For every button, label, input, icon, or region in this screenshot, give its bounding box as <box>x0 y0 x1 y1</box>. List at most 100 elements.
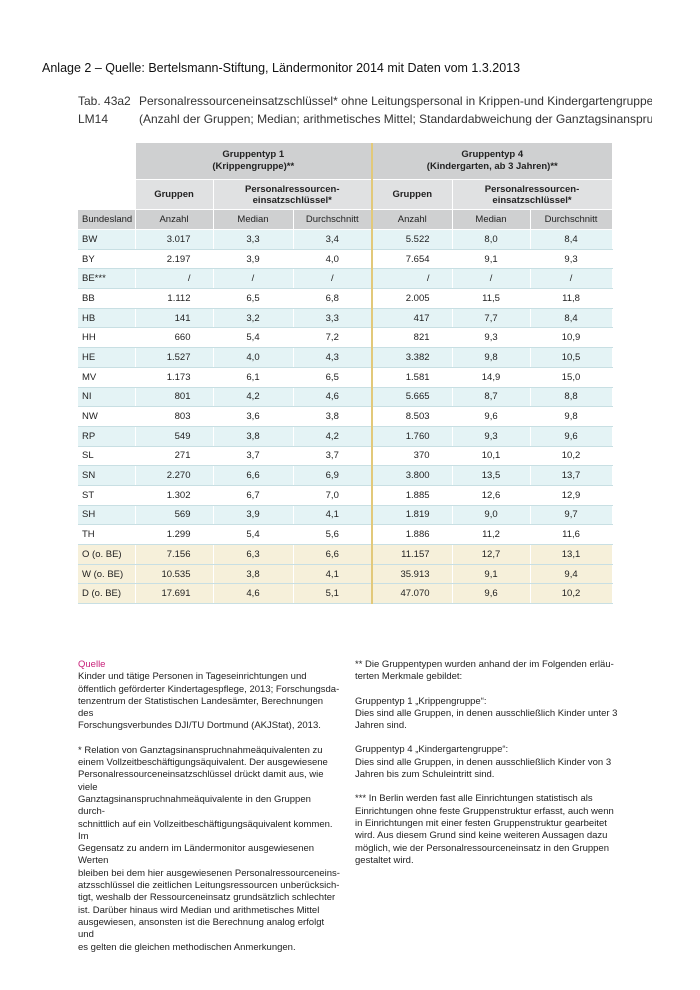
table-cell: D (o. BE) <box>78 583 136 605</box>
table-body: Gruppentyp 1 (Krippengruppe)** Gruppentyp … <box>78 143 613 605</box>
table-cell: / <box>371 268 453 290</box>
table-cell: 10,2 <box>530 583 613 605</box>
table-cell: 9,6 <box>530 426 613 447</box>
table-row: O (o. BE) 7.156 6,3 6,6 11.157 12,7 13,1 <box>78 544 613 565</box>
table-cell: 8,7 <box>452 387 531 408</box>
table-cell: 3,7 <box>213 446 294 467</box>
table-cell: 10,2 <box>530 446 613 467</box>
table-cell: 2.005 <box>371 288 453 309</box>
table-cell: 1.302 <box>135 485 214 506</box>
table-cell: 6,5 <box>213 288 294 309</box>
table-cell: 370 <box>371 446 453 467</box>
table-cell: 3,9 <box>213 505 294 526</box>
table-cell: 13,5 <box>452 465 531 486</box>
table-row: HH 660 5,4 7,2 821 9,3 10,9 <box>78 327 613 349</box>
table-row: W (o. BE) 10.535 3,8 4,1 35.913 9,1 9,4 <box>78 564 613 585</box>
table-row: BB 1.112 6,5 6,8 2.005 11,5 11,8 <box>78 288 613 309</box>
table-cell: 9,3 <box>452 327 531 349</box>
table-cell: 9,1 <box>452 249 531 270</box>
caption-ids: Tab. 43a2 LM14 <box>78 92 138 128</box>
table-row: MV 1.173 6,1 6,5 1.581 14,9 15,0 <box>78 367 613 388</box>
table-cell: 6,8 <box>293 288 373 309</box>
table-cell: SH <box>78 505 136 526</box>
table-cell: NI <box>78 387 136 408</box>
table-cell: 6,5 <box>293 367 373 388</box>
group-header: Gruppentyp 4 (Kindergarten, ab 3 Jahren)*… <box>371 143 613 180</box>
note-line: Forschungsverbundes DJI/TU Dortmund (AKJ… <box>78 720 321 732</box>
group-header-line: (Krippengruppe)** <box>212 161 295 172</box>
table-cell: 821 <box>371 327 453 349</box>
note-line: ** Die Gruppentypen wurden anhand der im… <box>355 659 614 670</box>
table-row: ST 1.302 6,7 7,0 1.885 12,6 12,9 <box>78 485 613 506</box>
table-cell: 6,7 <box>213 485 294 506</box>
note-line: gestaltet wird. <box>355 854 414 866</box>
sub-header-line: einsatzschlüssel* <box>492 194 572 206</box>
sub-header-line: Gruppen <box>392 189 433 200</box>
table-cell: TH <box>78 524 136 545</box>
table-cell: 4,3 <box>293 347 373 368</box>
table-cell: 8.503 <box>371 406 453 427</box>
table-row: RP 549 3,8 4,2 1.760 9,3 9,6 <box>78 426 613 447</box>
note-line: Kinder und tätige Personen in Tageseinri… <box>78 671 307 683</box>
table-cell: 9,1 <box>452 564 531 585</box>
note-line: Gegensatz zu andern im Ländermonitor aus… <box>78 843 315 867</box>
table-row: BW 3.017 3,3 3,4 5.522 8,0 8,4 <box>78 229 613 250</box>
table-cell: 14,9 <box>452 367 531 388</box>
table-cell: 1.886 <box>371 524 453 545</box>
table-cell: / <box>135 268 214 290</box>
table-cell: 417 <box>371 308 453 329</box>
note-line: atzsschlüssel die zeitlichen Leitungsres… <box>78 880 340 892</box>
table-cell: 1.819 <box>371 505 453 526</box>
table-cell: 549 <box>135 426 214 447</box>
table-cell: 10,9 <box>530 327 613 349</box>
table-cell: 9,6 <box>452 583 531 605</box>
table-cell: 3,8 <box>293 406 373 427</box>
table-cell: 4,1 <box>293 505 373 526</box>
table-cell: 11,2 <box>452 524 531 545</box>
group-header-row: Gruppentyp 1 (Krippengruppe)** Gruppentyp … <box>78 143 613 180</box>
note-line: es gelten die gleichen methodischen Anme… <box>78 941 296 953</box>
table-cell: 3,2 <box>213 308 294 329</box>
table-cell: SL <box>78 446 136 467</box>
table-cell: 13,1 <box>530 544 613 565</box>
note-title: Quelle <box>78 659 106 670</box>
note-line: Dies sind alle Gruppen, in denen ausschl… <box>355 756 612 768</box>
table-cell: RP <box>78 426 136 447</box>
sub-header-line: Gruppen <box>154 189 194 200</box>
table-cell: 10,5 <box>530 347 613 368</box>
note-line: tigt, weshalb der Ressourceneinsatz grun… <box>78 892 336 904</box>
table-cell: 9,8 <box>452 347 531 368</box>
table-cell: 803 <box>135 406 214 427</box>
table-cell: 9,7 <box>530 505 613 526</box>
table-cell: BB <box>78 288 136 309</box>
note-line: Ganztagsinanspruchnahmeäquivalente in de… <box>78 793 311 818</box>
column-header: Median <box>452 209 531 230</box>
table-cell: / <box>213 268 294 290</box>
sub-header-row: Gruppen Personalressourcen-einsatzschlüss… <box>78 179 613 210</box>
table-cell: 11.157 <box>371 544 453 565</box>
table-cell: 6,3 <box>213 544 294 565</box>
sub-header: Personalressourcen-einsatzschlüssel* <box>213 179 373 210</box>
notes-left: Quelle Kinder und tätige Personen in Tage… <box>78 659 340 966</box>
caption-id: Tab. 43a2 <box>78 94 131 108</box>
note-paragraph: Gruppentyp 4 „Kindergartengruppe“: Dies s… <box>355 744 625 781</box>
page-header: Anlage 2 – Quelle: Bertelsmann-Stiftung,… <box>42 61 521 75</box>
group-header-line: Gruppentyp 1 <box>222 149 285 160</box>
notes-right: ** Die Gruppentypen wurden anhand der im… <box>355 659 625 879</box>
table-cell: 4,6 <box>293 387 373 408</box>
sub-header-line: Personalressourcen- <box>245 183 340 195</box>
table-cell: 1.885 <box>371 485 453 506</box>
table-cell: 1.112 <box>135 288 214 309</box>
table-cell: 3,7 <box>293 446 373 467</box>
table-cell: 271 <box>135 446 214 467</box>
table-row: NI 801 4,2 4,6 5.665 8,7 8,8 <box>78 387 613 408</box>
table-cell: 1.173 <box>135 367 214 388</box>
table-cell: 15,0 <box>530 367 613 388</box>
table-cell: 5,1 <box>293 583 373 605</box>
table-cell: 3,8 <box>213 426 294 447</box>
table-cell: 47.070 <box>371 583 453 605</box>
table-row: SH 569 3,9 4,1 1.819 9,0 9,7 <box>78 505 613 526</box>
sub-header-line: Personalressourcen- <box>484 183 580 195</box>
sub-header: Gruppen <box>135 179 214 210</box>
